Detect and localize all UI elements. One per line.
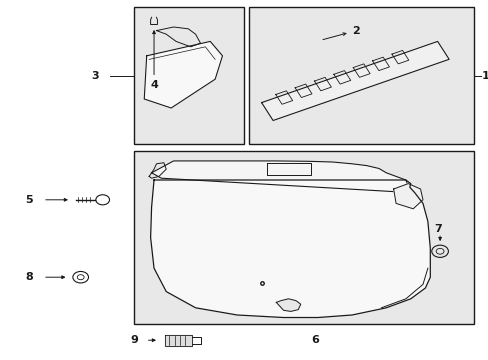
Polygon shape bbox=[144, 41, 222, 108]
Bar bbox=[134, 7, 244, 144]
Polygon shape bbox=[165, 335, 192, 346]
Text: 1: 1 bbox=[481, 71, 488, 81]
Text: 9: 9 bbox=[130, 335, 138, 345]
Bar bbox=[249, 7, 473, 144]
Text: 4: 4 bbox=[150, 80, 158, 90]
Text: 8: 8 bbox=[25, 272, 33, 282]
Text: 5: 5 bbox=[25, 195, 33, 205]
Polygon shape bbox=[261, 41, 448, 121]
Text: 7: 7 bbox=[433, 224, 441, 234]
Bar bbox=[134, 151, 473, 324]
Polygon shape bbox=[393, 184, 422, 209]
Text: 2: 2 bbox=[351, 26, 359, 36]
Text: 6: 6 bbox=[311, 335, 319, 345]
Text: 3: 3 bbox=[91, 71, 99, 81]
Polygon shape bbox=[276, 299, 300, 311]
Polygon shape bbox=[150, 180, 429, 318]
Polygon shape bbox=[151, 161, 410, 193]
